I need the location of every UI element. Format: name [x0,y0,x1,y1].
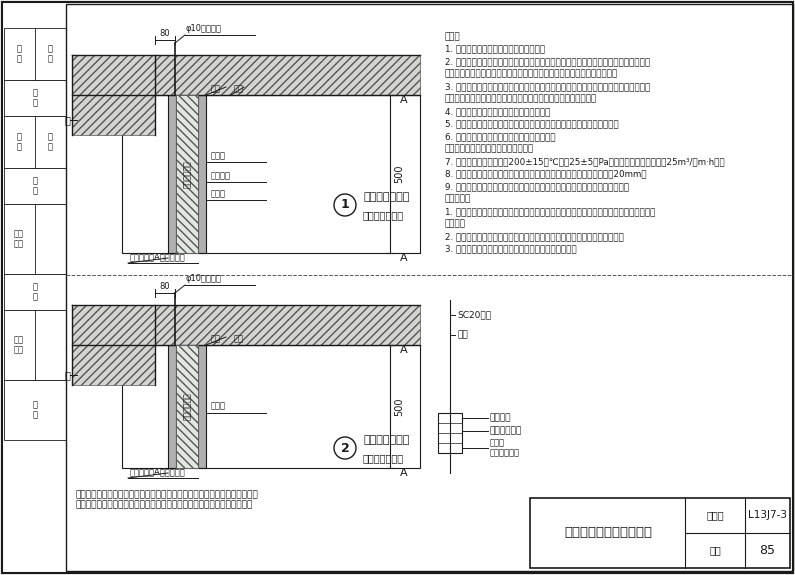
Text: 9. 卷帘式挡烟垂壁必须设置重量足够的底座，以保证垂壁运行的顺利、平稳。: 9. 卷帘式挡烟垂壁必须设置重量足够的底座，以保证垂壁运行的顺利、平稳。 [445,182,629,191]
Text: 注：重力式挡烟垂壁是由专业厂家生产的成品，其安装和调试均由专业的施工
单位完成，本图仅反映其基本原理和布置，以及其与主体结构的相对位置。: 注：重力式挡烟垂壁是由专业厂家生产的成品，其安装和调试均由专业的施工 单位完成，… [76,490,258,509]
Text: 陷，其表面必须做酸锈处理、涂层、镀层应均匀，不得有漏刷、流淌现象。: 陷，其表面必须做酸锈处理、涂层、镀层应均匀，不得有漏刷、流淌现象。 [445,70,619,79]
Text: （有电器联动）: （有电器联动） [363,453,404,463]
Text: 顶棚: 顶棚 [234,334,244,343]
Bar [122,345,420,468]
Bar [168,345,176,468]
Bar [72,55,420,95]
Text: 1. 挡烟垂壁应与烟感探测器联动，当烟感探测测量报警后，挡烟垂壁能自动下降至挡烟工: 1. 挡烟垂壁应与烟感探测器联动，当烟感探测测量报警后，挡烟垂壁能自动下降至挡烟… [445,207,655,216]
Text: 8. 挡烟垂壁边部与建筑物结构体表面应保持最小距离，此距离不应大于20mm。: 8. 挡烟垂壁边部与建筑物结构体表面应保持最小距离，此距离不应大于20mm。 [445,170,646,178]
Bar [4,80,66,116]
Bar [72,305,155,385]
Text: 要求：: 要求： [445,32,461,41]
Text: 挡烟垂壁（A级防火板）: 挡烟垂壁（A级防火板） [130,467,186,476]
Text: 设
计: 设 计 [17,132,21,152]
Text: 详见厂家尺寸: 详见厂家尺寸 [183,393,192,420]
Text: 远距高
自动开启装置: 远距高 自动开启装置 [490,438,520,457]
Text: 重力式挡烟垂壁: 重力式挡烟垂壁 [363,435,409,445]
Text: 出
图: 出 图 [33,282,37,302]
Bar [176,345,198,468]
Text: 挡烟垂壁（A级防火板）: 挡烟垂壁（A级防火板） [130,252,186,261]
Text: 85: 85 [759,544,775,557]
Text: 3. 各部式挡烟垂壁的挡烟部件不允许有断裂、缺角、砸坏、破裂、弯斜、脱线、断线，: 3. 各部式挡烟垂壁的挡烟部件不允许有断裂、缺角、砸坏、破裂、弯斜、脱线、断线， [445,82,650,91]
Text: 1. 挡烟垂壁的标牌应齐全，标识应清楚。: 1. 挡烟垂壁的标牌应齐全，标识应清楚。 [445,44,545,53]
Text: 磁动开关: 磁动开关 [211,171,231,180]
Text: 重力式挡烟垂壁安装详图: 重力式挡烟垂壁安装详图 [564,527,652,539]
Circle shape [334,437,356,459]
Text: 7. 挡烟垂壁挡烟部件在（200±15）℃，（25±5）Pa差压时的通烟量应不大于25m³/（m·h）。: 7. 挡烟垂壁挡烟部件在（200±15）℃，（25±5）Pa差压时的通烟量应不大… [445,157,725,166]
Text: φ10膨胀螺栓: φ10膨胀螺栓 [185,274,221,283]
Bar [4,28,66,80]
Text: 80: 80 [160,282,170,291]
Bar [4,274,66,310]
Text: A: A [400,345,408,355]
Text: 熔断器: 熔断器 [211,402,226,411]
Bar [198,95,206,253]
Text: A: A [400,468,408,478]
Text: SC20套管: SC20套管 [457,310,491,320]
Bar [176,95,198,253]
Text: 顶棚: 顶棚 [234,84,244,93]
Text: A: A [400,253,408,263]
Text: 手动开启按钮: 手动开启按钮 [490,426,522,435]
Text: 设
检: 设 检 [17,44,21,64]
Bar [122,95,420,253]
Text: 500: 500 [394,397,404,416]
Text: 外框: 外框 [211,84,221,93]
Bar [4,380,66,440]
Text: 应是经国家检测机构检验合格的产品。: 应是经国家检测机构检验合格的产品。 [445,144,534,154]
Bar [4,204,66,274]
Text: 图集号: 图集号 [706,511,723,520]
Text: 3. 系统断电时，挡烟垂壁能自动下降至挡烟工作位置。: 3. 系统断电时，挡烟垂壁能自动下降至挡烟工作位置。 [445,244,576,254]
Text: 重力式挡烟垂壁: 重力式挡烟垂壁 [363,192,409,202]
Text: L13J7-3: L13J7-3 [748,511,787,520]
Text: 审
核: 审 核 [33,89,37,108]
Text: 2. 挡烟垂壁接收到消防控制中心的控制信号后，应能下降至挡烟工作位置。: 2. 挡烟垂壁接收到消防控制中心的控制信号后，应能下降至挡烟工作位置。 [445,232,624,241]
Text: 控制电缆: 控制电缆 [490,413,511,422]
Text: 图
号: 图 号 [33,400,37,420]
Text: 外框: 外框 [211,334,221,343]
Bar [530,498,790,568]
Bar [4,168,66,204]
Text: 4. 各零部件的组装、拼接处不允许有错位。: 4. 各零部件的组装、拼接处不允许有错位。 [445,107,550,116]
Text: 梁: 梁 [64,115,70,125]
Text: 页次: 页次 [709,546,721,555]
Text: 校
对: 校 对 [48,132,52,152]
Text: 工程
名称: 工程 名称 [14,229,24,249]
Text: 1: 1 [340,198,349,212]
Bar [438,413,462,453]
Bar [4,116,66,168]
Text: 核
定: 核 定 [48,44,52,64]
Bar [198,345,206,468]
Text: 玻璃砂密度明显不匀及色差等缺陷；其表面应平整、整洁、美观。: 玻璃砂密度明显不匀及色差等缺陷；其表面应平整、整洁、美观。 [445,94,597,103]
Text: （无电源联动）: （无电源联动） [363,210,404,220]
Text: 工程
编号: 工程 编号 [14,335,24,355]
Text: 500: 500 [394,165,404,183]
Bar [4,310,66,380]
Text: 6. 挡烟垂壁所用的电机及控制箱（含控制盒）: 6. 挡烟垂壁所用的电机及控制箱（含控制盒） [445,132,556,141]
Text: 作位置。: 作位置。 [445,220,466,228]
Text: 专
业: 专 业 [33,177,37,196]
Text: 5. 挡烟垂壁所用的各种版材料必须符合相应国家标准或行业标准的规定。: 5. 挡烟垂壁所用的各种版材料必须符合相应国家标准或行业标准的规定。 [445,120,619,128]
Text: 梁: 梁 [64,370,70,380]
Text: 80: 80 [160,29,170,38]
Text: 详见厂家尺寸: 详见厂家尺寸 [183,160,192,188]
Text: 控制方式：: 控制方式： [445,194,471,204]
Bar [72,305,420,345]
Bar [72,55,155,135]
Text: 执行器: 执行器 [211,151,226,160]
Text: 钢线: 钢线 [457,331,467,339]
Text: φ10膨胀螺栓: φ10膨胀螺栓 [185,24,221,33]
Circle shape [334,194,356,216]
Text: 2. 挡烟垂壁金属零部件表面不允许有裂纹、压坑及明显的凹凸、锤痕、毛刺、孔削等缺: 2. 挡烟垂壁金属零部件表面不允许有裂纹、压坑及明显的凹凸、锤痕、毛刺、孔削等缺 [445,57,650,66]
Bar [168,95,176,253]
Text: 熔断器: 熔断器 [211,189,226,198]
Text: 2: 2 [340,442,349,454]
Text: A: A [400,95,408,105]
